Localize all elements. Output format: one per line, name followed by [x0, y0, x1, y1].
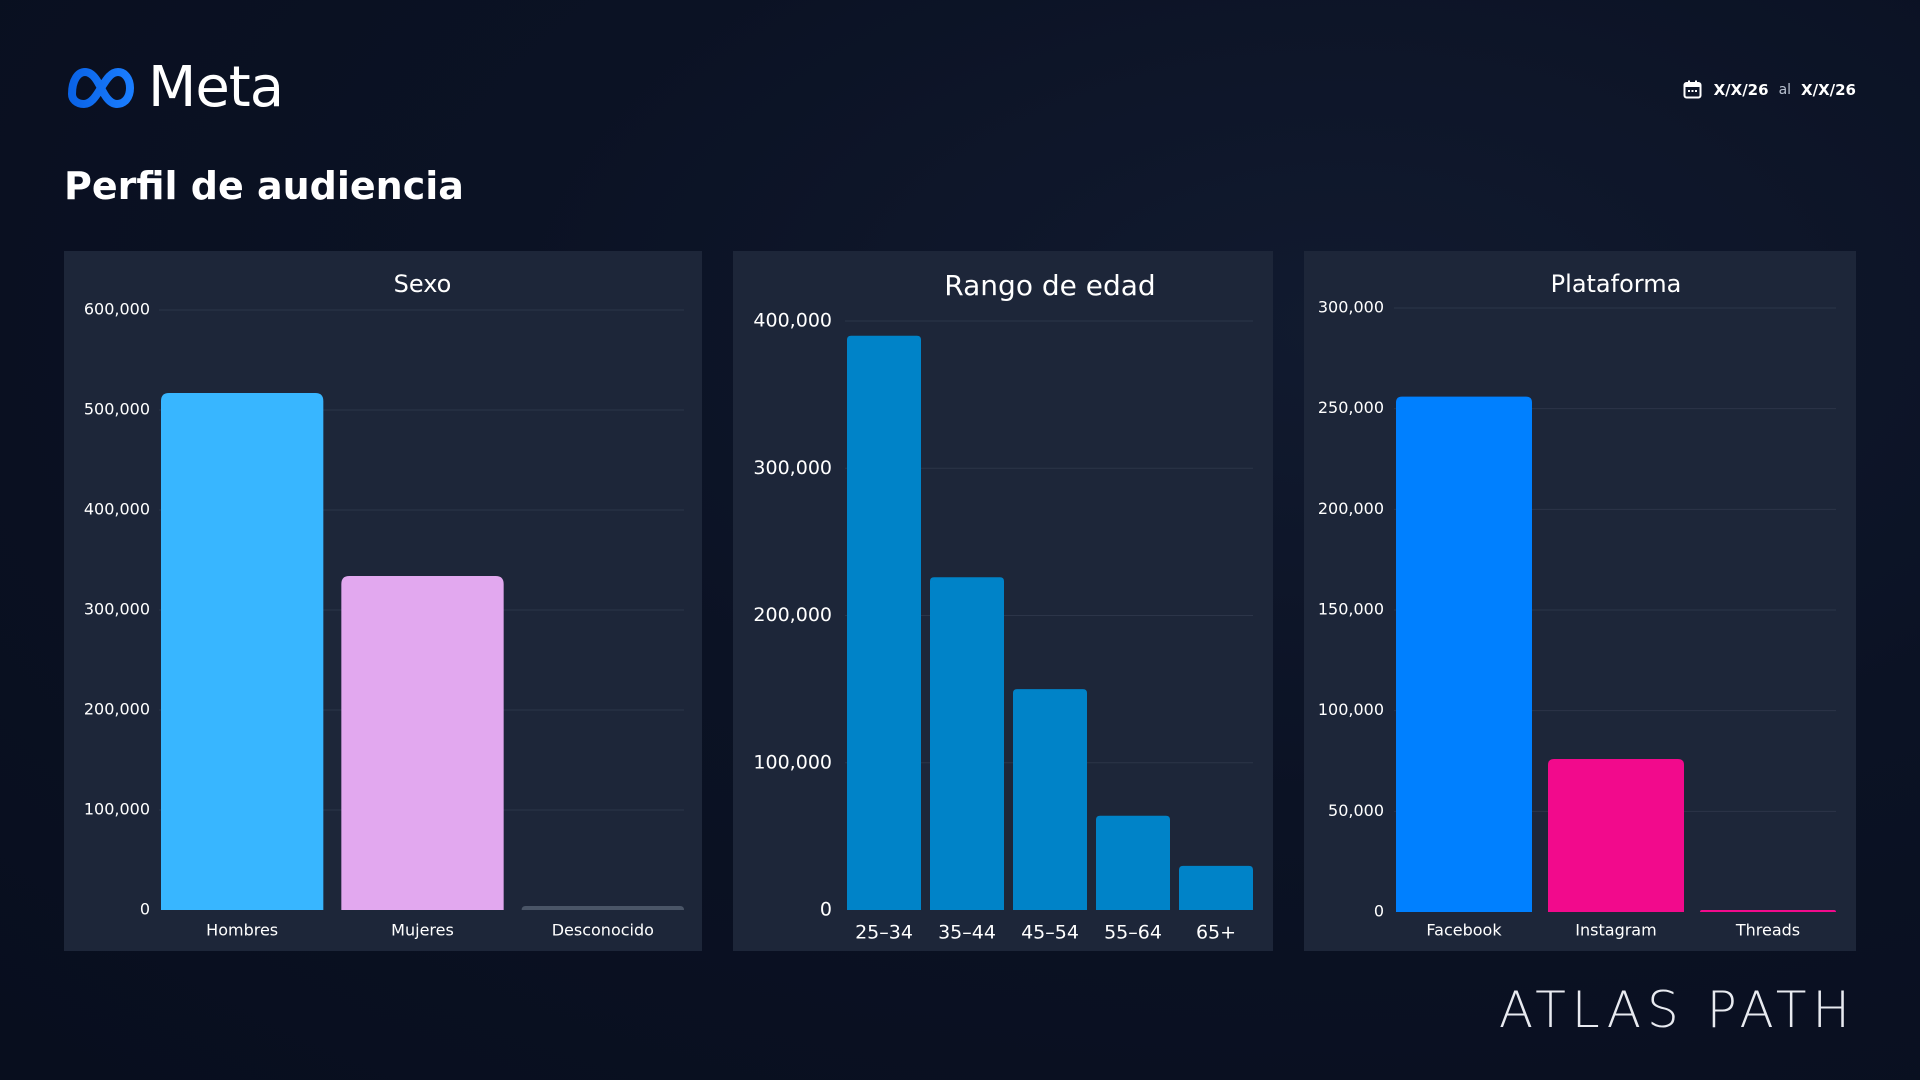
y-tick-label: 300,000 — [84, 600, 150, 619]
chart-panel-edad: Rango de edad 0 100,000 200,000 300,000 400,0… — [733, 251, 1273, 951]
page-title: Perfil de audiencia — [64, 164, 464, 208]
chart-sexo: Sexo 0 100,000 200,000 300,000 400,000 500,000… — [84, 270, 684, 940]
bar-edad-2[interactable] — [1013, 689, 1087, 910]
y-tick-label: 300,000 — [1318, 298, 1384, 317]
x-tick-label: Threads — [1735, 921, 1800, 940]
y-tick-label: 200,000 — [1318, 499, 1384, 518]
x-tick-label: Desconocido — [552, 921, 654, 940]
y-tick-label: 300,000 — [753, 457, 832, 479]
logo-text: Meta — [148, 55, 284, 120]
x-tick-label: 65+ — [1196, 922, 1236, 944]
x-tick-label: 55–64 — [1104, 922, 1162, 944]
x-tick-label: 45–54 — [1021, 922, 1079, 944]
y-tick-label: 100,000 — [84, 800, 150, 819]
x-tick-label: 35–44 — [938, 922, 996, 944]
chart-title-sexo: Sexo — [394, 270, 452, 298]
y-tick-label: 600,000 — [84, 300, 150, 319]
y-tick-label: 200,000 — [753, 604, 832, 626]
x-tick-label: Instagram — [1575, 921, 1656, 940]
x-tick-label: Mujeres — [391, 921, 454, 940]
y-tick-label: 100,000 — [753, 751, 832, 773]
chart-title-edad: Rango de edad — [944, 269, 1155, 302]
atlas-path-logo: ATLAS PATH — [1498, 981, 1856, 1039]
y-tick-label: 0 — [140, 900, 150, 919]
x-tick-label: Hombres — [206, 921, 278, 940]
x-tick-label: Facebook — [1426, 921, 1502, 940]
chart-panel-plataforma: Plataforma 0 50,000 100,000 150,000 200,000 25… — [1304, 251, 1856, 951]
bar-plataforma-1[interactable] — [1548, 758, 1684, 912]
date-to: X/X/26 — [1801, 80, 1856, 99]
y-tick-label: 100,000 — [1318, 700, 1384, 719]
chart-edad: Rango de edad 0 100,000 200,000 300,000 400,0… — [753, 269, 1253, 944]
meta-infinity-icon — [68, 68, 134, 108]
bar-plataforma-2[interactable] — [1700, 910, 1836, 912]
bar-sexo-2[interactable] — [521, 906, 684, 910]
y-tick-label: 0 — [1374, 902, 1384, 921]
chart-title-plataforma: Plataforma — [1551, 270, 1682, 298]
bar-plataforma-0[interactable] — [1396, 396, 1532, 912]
bar-edad-4[interactable] — [1179, 865, 1253, 910]
x-tick-label: 25–34 — [855, 922, 913, 944]
calendar-icon — [1683, 80, 1702, 99]
chart-plataforma: Plataforma 0 50,000 100,000 150,000 200,000 25… — [1318, 270, 1836, 940]
meta-logo: Meta — [64, 55, 284, 120]
y-tick-label: 0 — [820, 899, 832, 921]
bar-edad-0[interactable] — [847, 335, 921, 911]
date-from: X/X/26 — [1713, 80, 1769, 99]
y-tick-label: 400,000 — [84, 500, 150, 519]
y-tick-label: 500,000 — [84, 400, 150, 419]
date-range[interactable]: X/X/26 al X/X/26 — [1683, 80, 1856, 99]
y-tick-label: 400,000 — [753, 310, 832, 332]
y-tick-label: 200,000 — [84, 700, 150, 719]
bar-sexo-1[interactable] — [341, 576, 504, 910]
date-separator: al — [1778, 81, 1792, 98]
bar-edad-1[interactable] — [930, 577, 1004, 910]
y-tick-label: 50,000 — [1328, 801, 1384, 820]
bar-edad-3[interactable] — [1096, 815, 1170, 910]
bar-sexo-0[interactable] — [161, 393, 324, 910]
y-tick-label: 250,000 — [1318, 398, 1384, 417]
y-tick-label: 150,000 — [1318, 600, 1384, 619]
chart-panel-sexo: Sexo 0 100,000 200,000 300,000 400,000 500,000… — [64, 251, 702, 951]
